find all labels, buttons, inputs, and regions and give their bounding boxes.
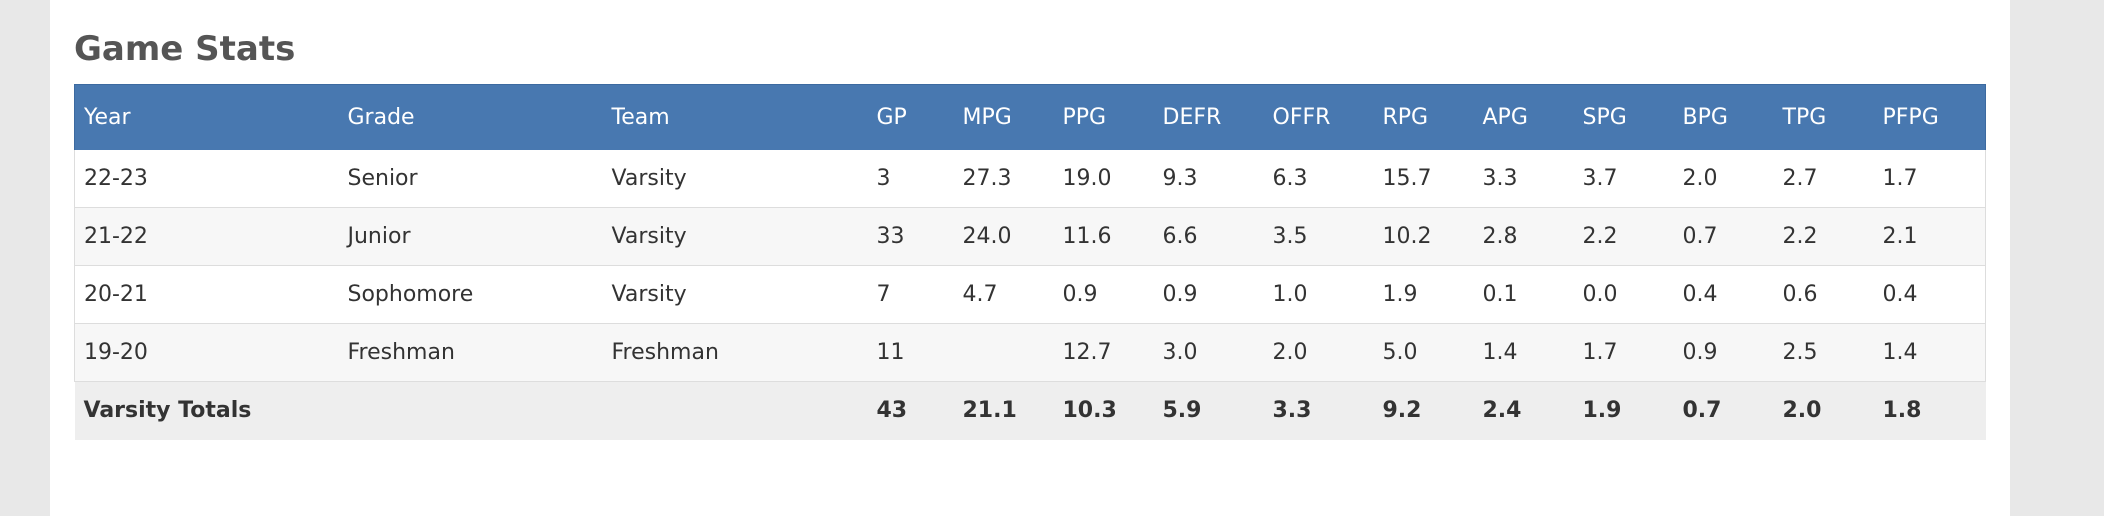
cell-rpg: 10.2 <box>1373 207 1474 266</box>
cell-mpg: 24.0 <box>953 207 1054 266</box>
cell-year: 19-20 <box>74 323 339 382</box>
header-row: Year Grade Team GP MPG PPG DEFR OFFR RPG… <box>74 84 1986 150</box>
column-header-ppg: PPG <box>1053 84 1154 150</box>
cell-apg: 2.8 <box>1473 207 1574 266</box>
column-header-pfpg: PFPG <box>1873 84 1986 150</box>
totals-pfpg: 1.8 <box>1882 398 1922 424</box>
cell-team: Varsity <box>602 265 868 324</box>
section-title: Game Stats <box>74 29 296 69</box>
cell-offr: 1.0 <box>1263 265 1374 324</box>
totals-spg: 1.9 <box>1582 398 1622 424</box>
totals-gp: 43 <box>876 398 908 424</box>
cell-team: Freshman <box>602 323 868 382</box>
column-header-apg: APG <box>1473 84 1574 150</box>
cell-bpg: 0.4 <box>1673 265 1774 324</box>
cell-spg: 1.7 <box>1573 323 1674 382</box>
cell-grade: Junior <box>338 207 603 266</box>
cell-tpg: 2.7 <box>1773 149 1874 208</box>
column-header-offr: OFFR <box>1263 84 1374 150</box>
cell-pfpg: 0.4 <box>1873 265 1986 324</box>
game-stats-table: Year Grade Team GP MPG PPG DEFR OFFR RPG… <box>74 84 1986 440</box>
cell-year: 22-23 <box>74 149 339 208</box>
cell-gp: 3 <box>867 149 954 208</box>
column-header-bpg: BPG <box>1673 84 1774 150</box>
cell-spg: 2.2 <box>1573 207 1674 266</box>
cell-pfpg: 2.1 <box>1873 207 1986 266</box>
table-row: 20-21 Sophomore Varsity 7 4.7 0.9 0.9 1.… <box>74 265 1986 324</box>
cell-gp: 33 <box>867 207 954 266</box>
cell-ppg: 12.7 <box>1053 323 1154 382</box>
totals-grade <box>339 382 603 440</box>
cell-team: Varsity <box>602 207 868 266</box>
cell-bpg: 2.0 <box>1673 149 1774 208</box>
column-header-mpg: MPG <box>953 84 1054 150</box>
totals-rpg: 9.2 <box>1382 398 1422 424</box>
cell-ppg: 0.9 <box>1053 265 1154 324</box>
cell-bpg: 0.7 <box>1673 207 1774 266</box>
totals-apg: 2.4 <box>1482 398 1522 424</box>
column-header-team: Team <box>602 84 868 150</box>
cell-ppg: 19.0 <box>1053 149 1154 208</box>
cell-tpg: 2.5 <box>1773 323 1874 382</box>
cell-grade: Sophomore <box>338 265 603 324</box>
totals-team <box>603 382 868 440</box>
cell-tpg: 2.2 <box>1773 207 1874 266</box>
totals-label: Varsity Totals <box>83 398 252 424</box>
column-header-gp: GP <box>867 84 954 150</box>
cell-spg: 0.0 <box>1573 265 1674 324</box>
table-row: 22-23 Senior Varsity 3 27.3 19.0 9.3 6.3… <box>74 149 1986 208</box>
cell-team: Varsity <box>602 149 868 208</box>
totals-bpg: 0.7 <box>1682 398 1722 424</box>
cell-defr: 0.9 <box>1153 265 1264 324</box>
table-row: 19-20 Freshman Freshman 11 12.7 3.0 2.0 … <box>74 323 1986 382</box>
table-row: 21-22 Junior Varsity 33 24.0 11.6 6.6 3.… <box>74 207 1986 266</box>
cell-spg: 3.7 <box>1573 149 1674 208</box>
cell-mpg <box>953 323 1054 382</box>
totals-defr: 5.9 <box>1162 398 1202 424</box>
cell-rpg: 1.9 <box>1373 265 1474 324</box>
cell-tpg: 0.6 <box>1773 265 1874 324</box>
cell-mpg: 27.3 <box>953 149 1054 208</box>
cell-offr: 2.0 <box>1263 323 1374 382</box>
column-header-tpg: TPG <box>1773 84 1874 150</box>
cell-mpg: 4.7 <box>953 265 1054 324</box>
cell-year: 21-22 <box>74 207 339 266</box>
cell-rpg: 5.0 <box>1373 323 1474 382</box>
cell-gp: 11 <box>867 323 954 382</box>
cell-gp: 7 <box>867 265 954 324</box>
cell-ppg: 11.6 <box>1053 207 1154 266</box>
cell-grade: Senior <box>338 149 603 208</box>
cell-defr: 9.3 <box>1153 149 1264 208</box>
cell-year: 20-21 <box>74 265 339 324</box>
column-header-year: Year <box>74 84 339 150</box>
cell-bpg: 0.9 <box>1673 323 1774 382</box>
cell-apg: 0.1 <box>1473 265 1574 324</box>
cell-pfpg: 1.4 <box>1873 323 1986 382</box>
totals-offr: 3.3 <box>1272 398 1312 424</box>
column-header-defr: DEFR <box>1153 84 1264 150</box>
cell-apg: 3.3 <box>1473 149 1574 208</box>
cell-grade: Freshman <box>338 323 603 382</box>
cell-defr: 3.0 <box>1153 323 1264 382</box>
cell-rpg: 15.7 <box>1373 149 1474 208</box>
cell-offr: 6.3 <box>1263 149 1374 208</box>
stats-panel: Game Stats Year Grade Team GP MPG PPG DE… <box>50 0 2010 516</box>
column-header-spg: SPG <box>1573 84 1674 150</box>
cell-defr: 6.6 <box>1153 207 1264 266</box>
column-header-rpg: RPG <box>1373 84 1474 150</box>
column-header-grade: Grade <box>338 84 603 150</box>
totals-row: Varsity Totals 43 21.1 10.3 5.9 3.3 9.2 … <box>74 381 1986 440</box>
cell-pfpg: 1.7 <box>1873 149 1986 208</box>
totals-tpg: 2.0 <box>1782 398 1822 424</box>
totals-ppg: 10.3 <box>1062 398 1117 424</box>
cell-apg: 1.4 <box>1473 323 1574 382</box>
cell-offr: 3.5 <box>1263 207 1374 266</box>
totals-mpg: 21.1 <box>962 398 1017 424</box>
